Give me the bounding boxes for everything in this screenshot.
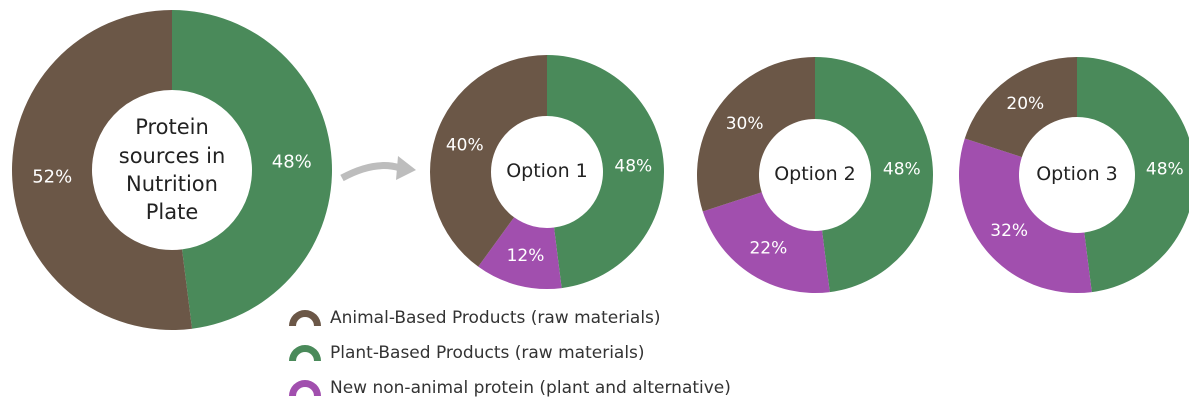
legend-label: Animal-Based Products (raw materials) bbox=[330, 308, 661, 328]
donut-segment bbox=[697, 57, 815, 212]
donut-segment bbox=[964, 57, 1077, 158]
donut-segment bbox=[172, 10, 333, 329]
arrow bbox=[340, 162, 402, 182]
center-text: Option 1 bbox=[506, 160, 588, 183]
donut-segment bbox=[430, 55, 547, 267]
value-label: 48% bbox=[272, 151, 312, 172]
value-label: 22% bbox=[749, 238, 787, 258]
donut-segment bbox=[815, 57, 933, 293]
value-label: 52% bbox=[32, 167, 72, 188]
donut-segment bbox=[958, 138, 1092, 294]
value-label: 48% bbox=[1146, 159, 1184, 179]
value-label: 12% bbox=[507, 246, 545, 266]
donut-segment bbox=[547, 55, 665, 289]
donut-segment bbox=[702, 192, 830, 293]
value-label: 40% bbox=[446, 135, 484, 155]
value-label: 30% bbox=[726, 114, 764, 134]
value-label: 48% bbox=[883, 160, 921, 180]
legend-label: New non-animal protein (plant and altern… bbox=[330, 378, 731, 398]
legend-icon bbox=[289, 345, 321, 361]
legend-label: Plant-Based Products (raw materials) bbox=[330, 343, 645, 363]
value-label: 48% bbox=[614, 157, 652, 177]
arrow-head bbox=[396, 156, 416, 180]
center-text: Protein sources in Nutrition Plate bbox=[118, 115, 226, 225]
legend-icon bbox=[289, 310, 321, 326]
value-label: 32% bbox=[990, 221, 1028, 241]
center-text: Option 2 bbox=[774, 163, 856, 186]
donut-segment bbox=[478, 217, 562, 289]
legend-icon bbox=[289, 380, 321, 396]
center-text: Option 3 bbox=[1036, 163, 1118, 186]
donut-segment bbox=[12, 10, 193, 330]
donut-segment bbox=[1077, 57, 1189, 293]
value-label: 20% bbox=[1006, 94, 1044, 114]
